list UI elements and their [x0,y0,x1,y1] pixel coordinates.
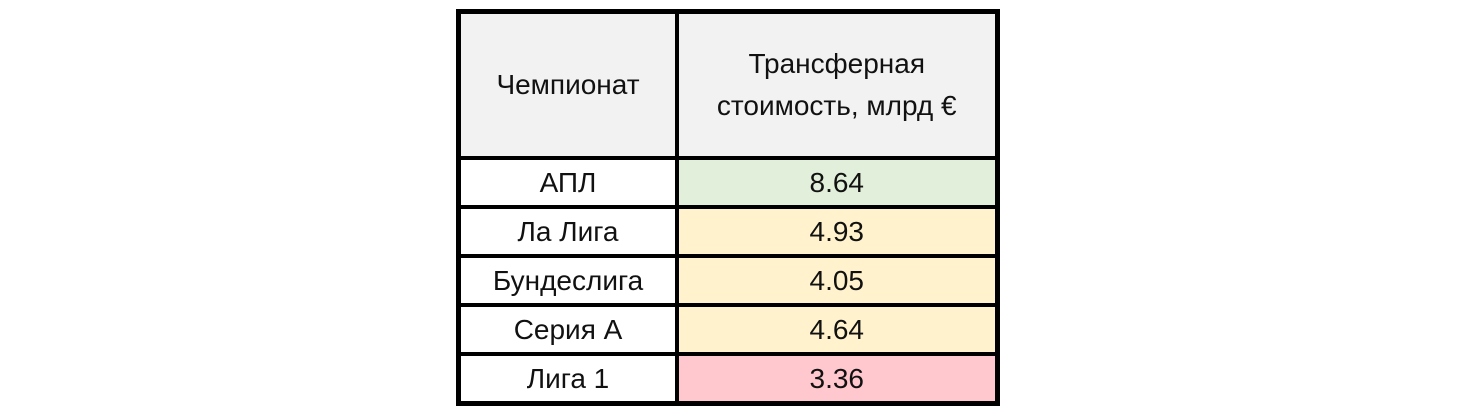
table-row: Бундеслига 4.05 [456,254,999,307]
table-row: Серия А 4.64 [456,303,999,356]
table-row: Ла Лига 4.93 [456,205,999,258]
league-cell: Ла Лига [456,205,679,258]
value-cell: 3.36 [675,352,999,406]
value-cell: 4.93 [675,205,999,258]
header-cell: Чемпионат [456,9,679,160]
table-row: Лига 1 3.36 [456,352,999,406]
table-row: АПЛ 8.64 [456,156,999,209]
league-cell: АПЛ [456,156,679,209]
league-table: Чемпионат Трансферная стоимость, млрд € … [456,9,1000,406]
league-cell: Серия А [456,303,679,356]
header-cell: Трансферная стоимость, млрд € [675,9,999,160]
table-header: Чемпионат Трансферная стоимость, млрд € [456,9,999,160]
header-row: Чемпионат Трансферная стоимость, млрд € [456,9,999,160]
value-cell: 8.64 [675,156,999,209]
league-cell: Лига 1 [456,352,679,406]
value-cell: 4.05 [675,254,999,307]
value-cell: 4.64 [675,303,999,356]
league-cell: Бундеслига [456,254,679,307]
